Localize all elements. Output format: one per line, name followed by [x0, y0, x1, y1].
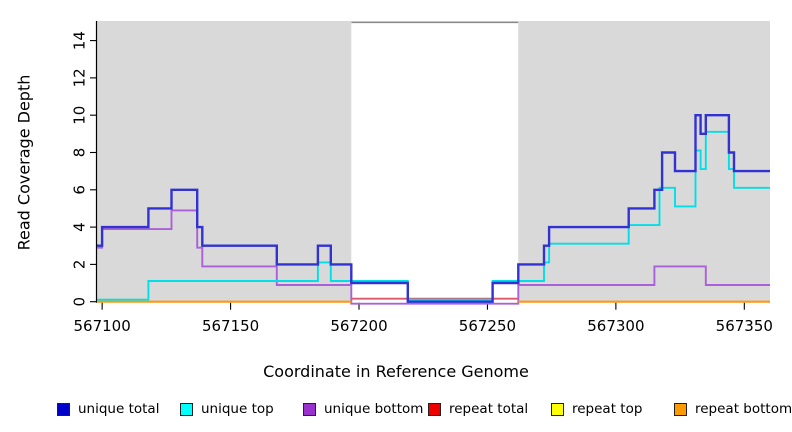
legend-item-unique-bottom: unique bottom — [303, 399, 423, 419]
legend-item-repeat-top: repeat top — [551, 399, 642, 419]
y-tick-label: 10 — [71, 106, 89, 125]
legend-swatch-unique-total — [57, 402, 70, 416]
legend-swatch-repeat-total — [428, 402, 441, 416]
y-tick-label: 2 — [71, 260, 89, 270]
y-axis-title: Read Coverage Depth — [14, 74, 34, 251]
series-line-unique-total — [97, 114, 770, 303]
y-tick-label: 8 — [71, 148, 89, 158]
y-tick-label: 6 — [71, 185, 89, 195]
legend-label: repeat top — [572, 401, 643, 417]
y-tick-label: 12 — [71, 68, 89, 87]
legend-item-repeat-bottom: repeat bottom — [674, 399, 792, 419]
x-tick-label: 567150 — [202, 317, 259, 335]
legend-label: unique total — [78, 401, 160, 417]
y-tick-label: 4 — [71, 222, 89, 232]
legend-label: unique top — [201, 401, 274, 417]
legend-swatch-unique-bottom — [303, 402, 316, 416]
x-tick-label: 567100 — [74, 317, 131, 335]
legend-swatch-repeat-bottom — [674, 402, 687, 416]
x-axis-title: Coordinate in Reference Genome — [263, 362, 529, 381]
x-tick-label: 567200 — [330, 317, 387, 335]
x-tick-label: 567250 — [459, 317, 516, 335]
legend-item-unique-top: unique top — [180, 399, 274, 419]
x-tick-label: 567300 — [587, 317, 644, 335]
shaded-region-right — [518, 21, 770, 303]
chart-legend: unique total unique top unique bottom repea… — [0, 399, 792, 423]
legend-item-repeat-total: repeat total — [428, 399, 528, 419]
legend-swatch-repeat-top — [551, 402, 564, 416]
legend-item-unique-total: unique total — [57, 399, 159, 419]
legend-label: repeat total — [449, 401, 529, 417]
legend-swatch-unique-top — [180, 402, 193, 416]
legend-label: repeat bottom — [695, 401, 792, 417]
shaded-region-left — [97, 21, 352, 303]
y-tick-label: 0 — [71, 297, 89, 307]
legend-label: unique bottom — [324, 401, 424, 417]
series-line-unique-bottom — [97, 209, 770, 305]
x-tick-label: 567350 — [716, 317, 773, 335]
y-tick-label: 14 — [71, 31, 89, 50]
